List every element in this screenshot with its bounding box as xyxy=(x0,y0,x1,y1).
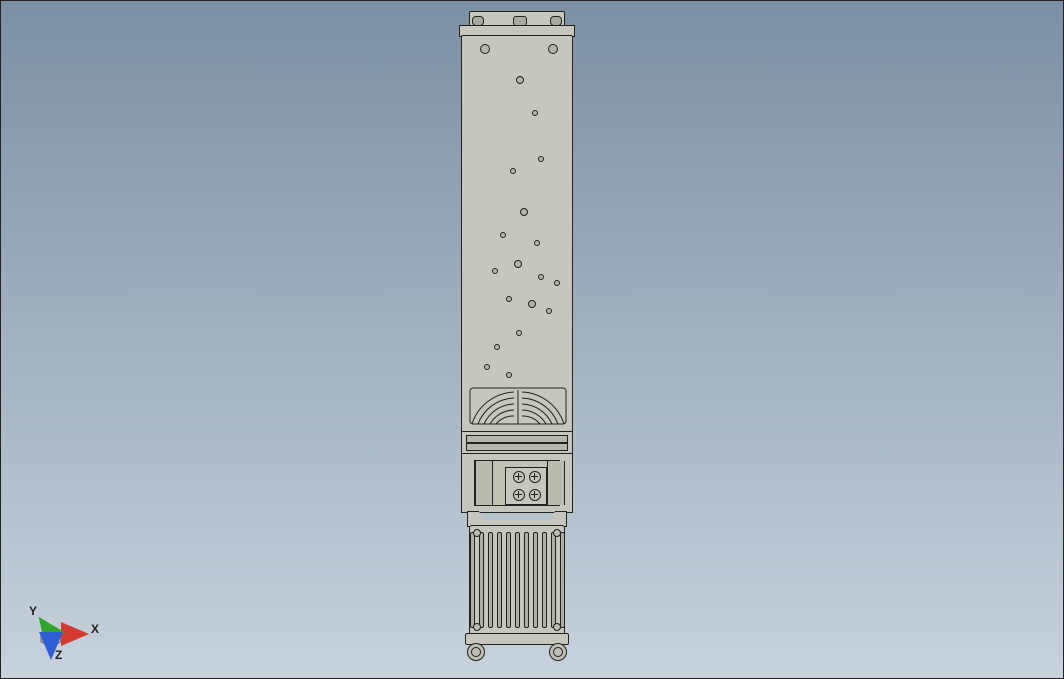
model-hole xyxy=(492,268,498,274)
model-terminal-block xyxy=(461,453,573,513)
grille-slot xyxy=(497,532,502,628)
model-hole xyxy=(514,260,522,268)
triad-z-label: Z xyxy=(55,648,62,662)
grille-slots xyxy=(470,532,565,628)
model-caster-wheel xyxy=(467,643,485,661)
grille-slot xyxy=(515,532,520,628)
model-hole xyxy=(484,364,490,370)
model-hole xyxy=(528,300,536,308)
terminal-screw xyxy=(529,471,541,483)
grille-screw xyxy=(473,623,481,631)
view-triad[interactable]: X Y Z xyxy=(21,594,111,664)
grille-slot xyxy=(551,532,556,628)
model-hole xyxy=(506,372,512,378)
grille-slot xyxy=(524,532,529,628)
model-hole xyxy=(506,296,512,302)
model-main-body xyxy=(461,35,573,433)
model-hole xyxy=(516,76,524,84)
terminal-screw-block xyxy=(505,467,547,505)
model-hole xyxy=(500,232,506,238)
model-hole xyxy=(534,240,540,246)
model-hole xyxy=(494,344,500,350)
model-mid-plate xyxy=(461,431,573,455)
terminal-screw xyxy=(513,489,525,501)
terminal-screw xyxy=(513,471,525,483)
model-hole xyxy=(480,44,490,54)
model-hole xyxy=(532,110,538,116)
model-hole xyxy=(546,308,552,314)
grille-slot xyxy=(542,532,547,628)
terminal-column xyxy=(475,461,493,505)
triad-y-label: Y xyxy=(29,604,37,618)
grille-screw xyxy=(473,529,481,537)
model-hole xyxy=(520,208,528,216)
mid-rail xyxy=(466,435,568,443)
model-caster-wheel xyxy=(549,643,567,661)
model-vent-arcs xyxy=(468,386,568,426)
grille-slot xyxy=(470,532,475,628)
mid-rail xyxy=(466,443,568,451)
model-hole xyxy=(510,168,516,174)
grille-slot xyxy=(533,532,538,628)
model-hole xyxy=(516,330,522,336)
model-hole xyxy=(538,156,544,162)
grille-slot xyxy=(560,532,565,628)
cad-model[interactable] xyxy=(459,11,575,661)
cad-viewport[interactable]: X Y Z xyxy=(0,0,1064,679)
terminal-column xyxy=(547,461,565,505)
model-hole xyxy=(548,44,558,54)
grille-slot xyxy=(488,532,493,628)
model-hole xyxy=(554,280,560,286)
grille-screw xyxy=(553,529,561,537)
model-grille xyxy=(469,525,565,635)
grille-slot xyxy=(479,532,484,628)
grille-slot xyxy=(506,532,511,628)
terminal-inner xyxy=(474,460,560,506)
terminal-screw xyxy=(529,489,541,501)
grille-screw xyxy=(553,623,561,631)
triad-x-label: X xyxy=(91,622,99,636)
model-hole xyxy=(538,274,544,280)
